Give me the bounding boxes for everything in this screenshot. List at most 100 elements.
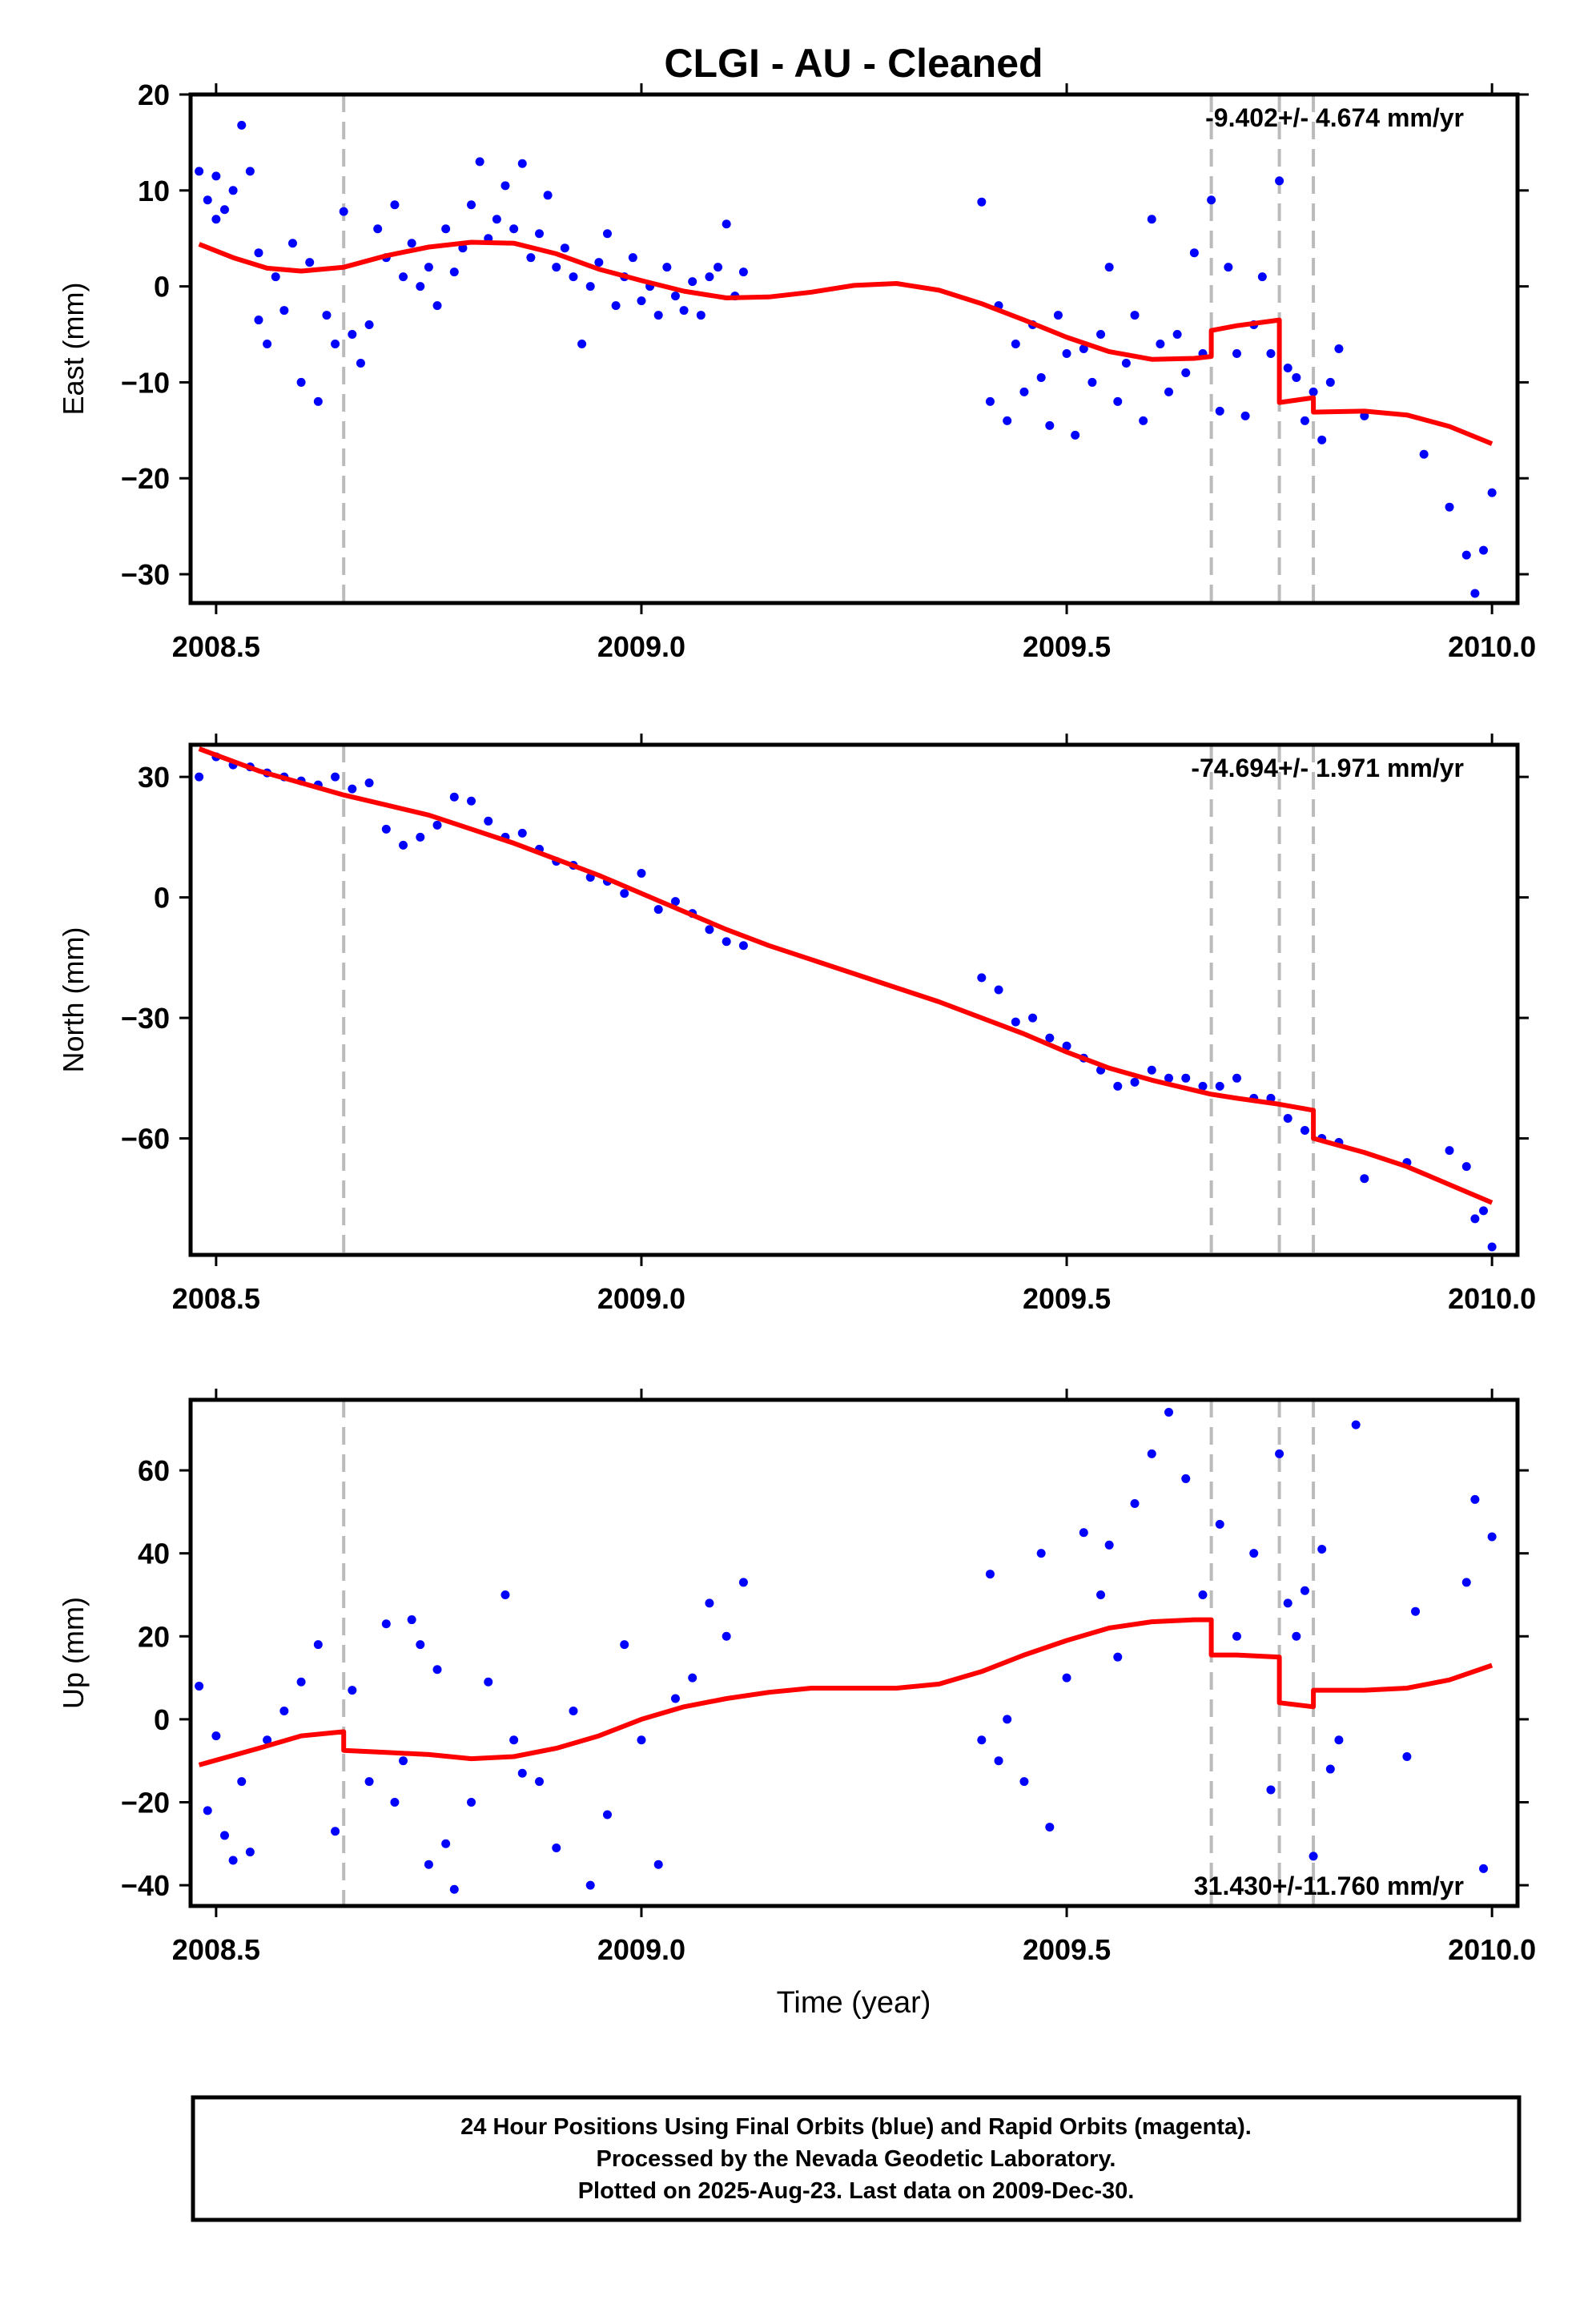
east-data-point <box>611 301 621 311</box>
up-data-point <box>1045 1823 1055 1832</box>
east-data-point <box>441 224 451 234</box>
east-data-point <box>424 263 433 272</box>
up-data-point <box>245 1848 255 1857</box>
north-data-point <box>1181 1073 1191 1083</box>
east-data-point <box>1283 363 1292 372</box>
up-data-point <box>1402 1752 1412 1762</box>
east-data-point <box>560 243 569 253</box>
up-y-tick-label: −20 <box>121 1786 170 1819</box>
north-x-tick-label: 2008.5 <box>172 1282 260 1315</box>
east-data-point <box>552 263 561 272</box>
east-data-point <box>1189 248 1199 258</box>
up-data-point <box>263 1735 272 1745</box>
up-data-point <box>195 1681 204 1691</box>
east-data-point <box>1113 396 1123 406</box>
east-data-point <box>534 229 544 239</box>
up-data-point <box>381 1619 391 1629</box>
east-data-point <box>653 311 663 320</box>
up-data-point <box>1198 1590 1208 1599</box>
north-data-point <box>994 985 1003 995</box>
up-data-point <box>467 1797 476 1807</box>
east-data-point <box>390 200 400 210</box>
up-data-point <box>585 1880 595 1890</box>
east-y-tick-label: −10 <box>121 366 170 399</box>
east-data-point <box>407 239 416 248</box>
up-x-tick-label: 2009.5 <box>1023 1933 1111 1966</box>
up-data-point <box>441 1839 451 1848</box>
up-data-point <box>449 1884 459 1894</box>
east-y-tick-label: −30 <box>121 558 170 591</box>
north-y-tick-label: 30 <box>138 761 170 794</box>
east-data-point <box>492 215 501 224</box>
north-data-point <box>364 778 374 788</box>
east-data-point <box>211 215 221 224</box>
east-data-point <box>1079 344 1088 353</box>
east-data-point <box>1011 340 1020 349</box>
north-plot-frame <box>188 742 1520 1257</box>
east-data-point <box>696 311 706 320</box>
east-data-point <box>1479 545 1489 555</box>
east-data-point <box>364 320 374 330</box>
north-data-point <box>722 937 731 947</box>
up-data-point <box>1249 1549 1259 1558</box>
east-data-point <box>1062 348 1071 358</box>
footer-line-2: Processed by the Nevada Geodetic Laborat… <box>597 2146 1116 2172</box>
east-data-point <box>585 282 595 292</box>
up-data-point <box>211 1731 221 1741</box>
north-data-point <box>620 889 629 899</box>
east-data-point <box>1181 368 1191 377</box>
north-data-point <box>1062 1041 1071 1051</box>
up-model-line <box>198 1617 1493 1767</box>
up-data-point <box>1079 1528 1088 1538</box>
east-data-point <box>1096 330 1106 340</box>
north-data-point <box>1232 1073 1241 1083</box>
up-data-point <box>1479 1864 1489 1873</box>
up-data-point <box>1019 1777 1029 1787</box>
up-data-point <box>1062 1673 1071 1683</box>
north-data-point <box>1487 1242 1497 1252</box>
up-data-point <box>1317 1544 1327 1554</box>
east-data-point <box>1147 215 1156 224</box>
up-data-point <box>296 1677 306 1687</box>
up-y-axis-label: Up (mm) <box>57 1597 90 1709</box>
east-data-point <box>195 167 204 176</box>
up-data-point <box>348 1686 357 1695</box>
up-data-point <box>416 1640 425 1650</box>
up-data-point <box>994 1756 1003 1766</box>
east-data-point <box>399 272 408 282</box>
north-data-point <box>1028 1013 1038 1023</box>
north-data-point <box>1045 1033 1055 1043</box>
north-data-point <box>381 824 391 834</box>
east-data-point <box>517 159 527 168</box>
east-data-point <box>296 377 306 387</box>
east-data-point <box>254 248 263 258</box>
east-data-point <box>985 396 995 406</box>
up-data-point <box>1461 1578 1471 1587</box>
up-data-point <box>1487 1532 1497 1542</box>
east-data-point <box>1309 387 1318 396</box>
north-x-tick-label: 2009.5 <box>1023 1282 1111 1315</box>
up-data-point <box>1096 1590 1106 1599</box>
up-data-point <box>602 1810 612 1819</box>
east-data-point <box>339 207 348 216</box>
up-data-point <box>1292 1631 1301 1641</box>
up-data-point <box>977 1735 987 1745</box>
east-data-point <box>1317 435 1327 444</box>
east-data-point <box>1419 449 1429 459</box>
east-data-point <box>237 120 247 130</box>
east-data-point <box>509 224 519 234</box>
up-data-point <box>501 1590 510 1599</box>
up-data-point <box>432 1665 442 1675</box>
east-data-point <box>432 301 442 311</box>
north-data-point <box>1113 1081 1123 1091</box>
up-data-point <box>985 1570 995 1579</box>
east-model-line <box>198 239 1493 446</box>
east-data-point <box>628 253 637 263</box>
east-data-point <box>1232 348 1241 358</box>
north-data-point <box>416 832 425 842</box>
up-data-point <box>484 1677 493 1687</box>
north-data-point <box>1215 1081 1224 1091</box>
east-data-point <box>1215 406 1224 416</box>
footer-box: 24 Hour Positions Using Final Orbits (bl… <box>191 2095 1522 2222</box>
north-model-line <box>198 746 1493 1205</box>
